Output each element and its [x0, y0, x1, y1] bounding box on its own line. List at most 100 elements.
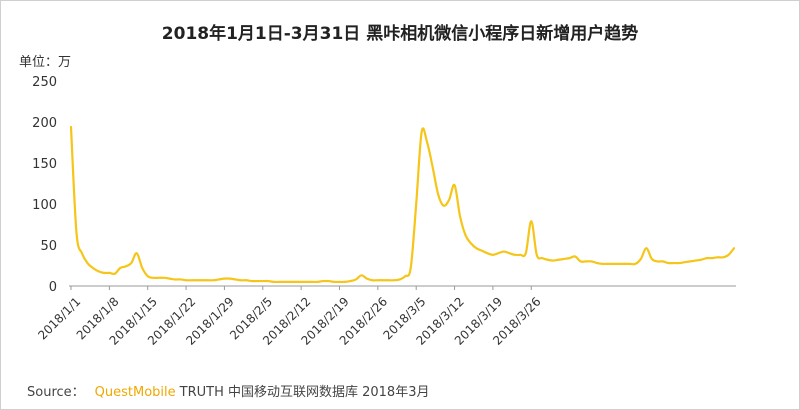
data-point: [261, 280, 264, 283]
data-point: [596, 262, 599, 265]
data-point: [272, 280, 275, 283]
data-point: [448, 198, 451, 201]
data-point: [289, 280, 292, 283]
y-tick-label: 200: [32, 116, 57, 131]
data-point: [322, 280, 325, 283]
unit-label: 单位：万: [19, 55, 72, 70]
data-point: [135, 252, 138, 255]
data-point: [733, 247, 736, 250]
data-point: [667, 262, 670, 265]
data-point: [393, 279, 396, 282]
data-point: [700, 258, 703, 261]
data-point: [634, 262, 637, 265]
data-point: [535, 253, 538, 256]
data-point: [97, 270, 100, 273]
data-point: [185, 279, 188, 282]
data-point: [130, 262, 133, 265]
data-point: [70, 125, 73, 128]
data-point: [491, 253, 494, 256]
data-point: [141, 266, 144, 269]
data-point: [119, 266, 122, 269]
data-point: [163, 276, 166, 279]
data-point: [234, 278, 237, 281]
data-point: [223, 277, 226, 280]
data-point: [245, 279, 248, 282]
source-label: Source：: [27, 385, 85, 400]
data-point: [557, 258, 560, 261]
data-point: [519, 253, 522, 256]
data-point: [656, 260, 659, 263]
data-point: [278, 280, 281, 283]
brand-name: QuestMobile: [94, 385, 176, 400]
data-point: [568, 257, 571, 260]
data-point: [497, 252, 500, 255]
data-point: [300, 280, 303, 283]
data-point: [683, 261, 686, 264]
data-point: [86, 262, 89, 265]
data-point: [645, 247, 648, 250]
data-point: [108, 271, 111, 274]
data-point: [546, 258, 549, 261]
source-description: TRUTH 中国移动互联网数据库 2018年3月: [179, 385, 430, 400]
data-point: [267, 280, 270, 283]
data-point: [431, 166, 434, 169]
chart-title: 2018年1月1日-3月31日 黑咔相机微信小程序日新增用户趋势: [161, 24, 639, 44]
source-footer: Source： QuestMobile TRUTH 中国移动互联网数据库 2018年…: [27, 381, 429, 400]
data-point: [502, 250, 505, 253]
data-point: [75, 231, 78, 234]
data-point: [217, 278, 220, 281]
data-point: [415, 203, 418, 206]
data-point: [371, 279, 374, 282]
data-point: [420, 130, 423, 133]
data-point: [382, 279, 385, 282]
data-point: [343, 280, 346, 283]
data-point: [672, 262, 675, 265]
data-point: [338, 280, 341, 283]
data-point: [639, 257, 642, 260]
data-point: [469, 242, 472, 245]
data-point: [574, 255, 577, 258]
data-point: [283, 280, 286, 283]
data-point: [530, 220, 533, 223]
data-point: [196, 279, 199, 282]
data-point: [404, 275, 407, 278]
data-point: [152, 276, 155, 279]
data-point: [722, 256, 725, 259]
data-point: [387, 279, 390, 282]
data-point: [513, 253, 516, 256]
data-point: [524, 252, 527, 255]
data-point: [601, 262, 604, 265]
data-point: [174, 278, 177, 281]
data-point: [212, 279, 215, 282]
data-point: [585, 260, 588, 263]
data-point: [650, 257, 653, 260]
data-point: [453, 184, 456, 187]
data-point: [480, 249, 483, 252]
data-point: [563, 257, 566, 260]
data-point: [716, 256, 719, 259]
data-point: [179, 278, 182, 281]
data-point: [311, 280, 314, 283]
data-point: [91, 266, 94, 269]
data-point: [354, 278, 357, 281]
data-point: [333, 280, 336, 283]
data-point: [146, 275, 149, 278]
data-point: [459, 215, 462, 218]
data-point: [508, 252, 511, 255]
data-point: [711, 257, 714, 260]
data-point: [689, 260, 692, 263]
data-point: [628, 262, 631, 265]
data-point: [349, 280, 352, 283]
data-point: [168, 277, 171, 280]
data-point: [661, 260, 664, 263]
data-point: [190, 279, 193, 282]
data-point: [102, 271, 105, 274]
data-point: [552, 259, 555, 262]
data-point: [294, 280, 297, 283]
y-axis: 0 50 100 150 200 250: [32, 75, 57, 295]
data-point: [486, 252, 489, 255]
data-point: [426, 141, 429, 144]
y-tick-label: 50: [40, 239, 57, 254]
data-point: [612, 262, 615, 265]
